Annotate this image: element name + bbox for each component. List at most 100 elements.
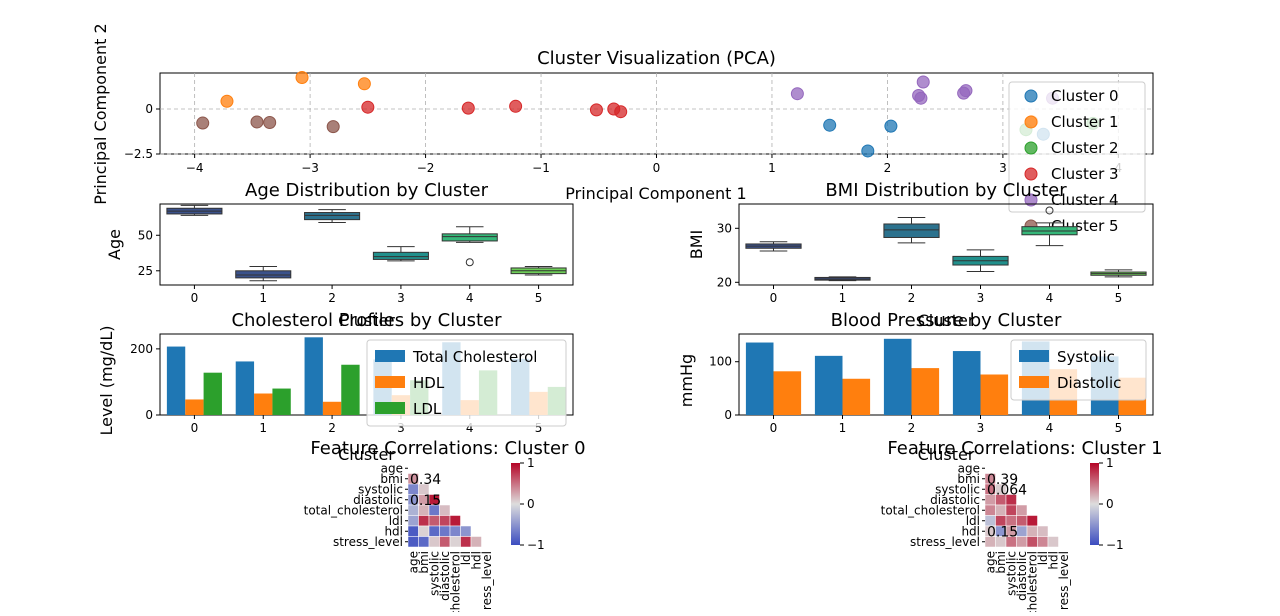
heat6-cbar-label: −1 xyxy=(1106,538,1124,552)
pca-point xyxy=(823,118,837,132)
heat5-col-label: cholesterol xyxy=(448,551,462,612)
box2-box xyxy=(883,223,940,238)
heat5-cell xyxy=(460,525,472,537)
pca-point xyxy=(884,119,898,133)
pca-legend-marker xyxy=(1024,141,1038,155)
pca-ytick-label: −2.5 xyxy=(124,147,153,161)
heat5-col-label: ldl xyxy=(459,551,473,565)
box1-xtick-label: 4 xyxy=(466,291,474,305)
pca-xtick-label: −1 xyxy=(532,161,550,175)
heat6-row-label: ldl xyxy=(966,514,980,528)
heat5-cell xyxy=(418,515,430,527)
heat5-row-label: systolic xyxy=(358,482,403,496)
bar4-legend-swatch xyxy=(1019,376,1049,388)
heat5-row-label: total_cholesterol xyxy=(304,503,403,517)
bar4-bar xyxy=(980,374,1009,415)
pca-xtick-label: 0 xyxy=(653,161,661,175)
pca-point xyxy=(326,120,340,134)
bar3-xtick-label: 2 xyxy=(328,421,336,435)
heat5-row-label: bmi xyxy=(380,472,403,486)
bar3-bar xyxy=(322,401,342,415)
box2-xtick-label: 0 xyxy=(770,291,778,305)
bar4-xtick-label: 4 xyxy=(1046,421,1054,435)
box1-frame xyxy=(159,203,574,286)
bar4-xtick-label: 0 xyxy=(770,421,778,435)
heat6-cell xyxy=(984,504,996,516)
box1-xtick-label: 0 xyxy=(191,291,199,305)
bar3-bar xyxy=(166,346,186,415)
box1-box xyxy=(304,212,361,221)
bar4-legend-swatch xyxy=(1019,350,1049,362)
pca-point xyxy=(295,71,309,84)
bar4-legend-label: Systolic xyxy=(1057,348,1115,366)
box1-xtick-label: 3 xyxy=(397,291,405,305)
bar4-legend-label: Diastolic xyxy=(1057,374,1121,392)
heat6-row-label: hdl xyxy=(961,524,980,538)
pca-xtick-label: 2 xyxy=(884,161,892,175)
bar3-xtick-label: 3 xyxy=(397,421,405,435)
pca-point xyxy=(861,144,875,158)
box2-xtick-label: 3 xyxy=(977,291,985,305)
heat6-cell xyxy=(1016,504,1028,516)
bar4-bar xyxy=(745,342,774,415)
heat5-col-label: diastolic xyxy=(438,551,452,601)
pca-point xyxy=(461,101,475,115)
heat5-cell xyxy=(428,515,440,527)
bar4-xtick-label: 2 xyxy=(908,421,916,435)
box2-ylabel: BMI xyxy=(687,230,706,260)
bar3-legend-swatch xyxy=(375,376,405,388)
heat6-annotation: 0.15 xyxy=(987,524,1018,540)
pca-xtick-label: 1 xyxy=(768,161,776,175)
bar3-bar xyxy=(304,337,323,415)
pca-xtick-label: −4 xyxy=(186,161,204,175)
pca-frame xyxy=(159,72,1154,155)
heat5-col-label: age xyxy=(406,551,420,573)
box1-outlier xyxy=(465,258,474,267)
bar4-xtick-label: 1 xyxy=(839,421,847,435)
heat6-cell xyxy=(1026,536,1038,548)
heat6-colorbar xyxy=(1090,463,1099,545)
box1-xtick-label: 5 xyxy=(535,291,543,305)
bar3-legend-label: HDL xyxy=(413,374,445,392)
heat5-cell xyxy=(407,515,419,527)
pca-title: Cluster Visualization (PCA) xyxy=(537,48,776,69)
bar4-ytick-label: 100 xyxy=(709,355,732,369)
bar3-bar xyxy=(185,399,204,415)
bar4-bar xyxy=(952,351,981,415)
bar3-ytick-label: 200 xyxy=(130,342,153,356)
heat5-cbar-label: 0 xyxy=(527,497,535,511)
bar4-bar xyxy=(842,378,871,415)
box1-ytick-label: 25 xyxy=(138,264,153,278)
bar4-ylabel: mmHg xyxy=(677,354,696,407)
pca-point xyxy=(250,115,264,129)
bar4-bar xyxy=(773,371,802,415)
bar3-title: Cholesterol Profiles by Cluster xyxy=(231,310,502,331)
box2-frame xyxy=(738,203,1154,286)
pca-legend-marker xyxy=(1024,167,1038,181)
heat5-annotation: 0.34 xyxy=(410,472,441,488)
heat5-col-label: hdl xyxy=(469,551,483,570)
heat5-cbar-label: −1 xyxy=(527,538,545,552)
heat6-cell xyxy=(1037,536,1049,548)
bar3-legend xyxy=(366,339,567,427)
heat5-row-label: age xyxy=(381,461,403,475)
heat6-col-label: bmi xyxy=(994,551,1008,574)
heat5-cell xyxy=(439,515,451,527)
heat6-cell xyxy=(1026,525,1038,537)
heat5-col-label: bmi xyxy=(417,551,431,574)
heat5-cell xyxy=(439,525,451,537)
box2-title: BMI Distribution by Cluster xyxy=(825,180,1067,201)
heat5-cell xyxy=(449,525,461,537)
pca-legend-marker xyxy=(1024,89,1038,103)
heat6-col-label: ldl xyxy=(1036,551,1050,565)
heat6-row-label: bmi xyxy=(957,472,980,486)
heat6-annotation: 0.064 xyxy=(987,482,1027,498)
pca-point xyxy=(220,94,234,108)
heat5-annotation: 0.15 xyxy=(410,493,441,509)
heat6-cell xyxy=(1047,536,1059,548)
bar3-ytick-label: 0 xyxy=(145,408,153,422)
heat5-cell xyxy=(449,536,461,548)
bar4-bar xyxy=(883,338,912,415)
bar4-xlabel: Cluster xyxy=(918,445,975,464)
